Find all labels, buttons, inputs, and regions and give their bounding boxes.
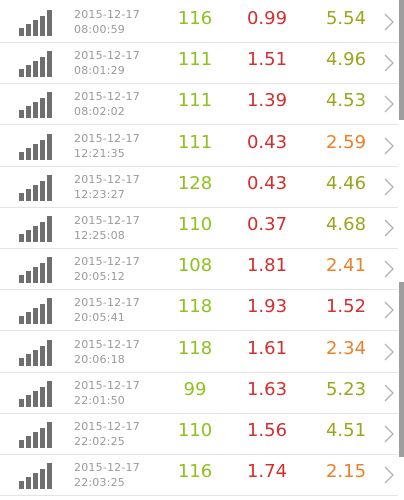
entry-date: 2015-12-17 bbox=[74, 173, 140, 186]
entry-date: 2015-12-17 bbox=[74, 296, 140, 309]
list-item[interactable]: 2015-12-17 20:06:18 118 1.61 2.34 bbox=[0, 332, 398, 373]
list-item[interactable]: 2015-12-17 12:21:35 111 0.43 2.59 bbox=[0, 126, 398, 167]
chevron-right-icon[interactable] bbox=[383, 95, 395, 113]
scrollbar-thumb[interactable] bbox=[399, 282, 404, 457]
entry-date: 2015-12-17 bbox=[74, 90, 140, 103]
value-secondary: 1.51 bbox=[246, 49, 288, 70]
value-secondary: 1.81 bbox=[246, 255, 288, 276]
entry-time: 12:21:35 bbox=[74, 147, 126, 160]
signal-strength-icon bbox=[19, 134, 53, 160]
value-tertiary: 4.46 bbox=[325, 173, 367, 194]
signal-strength-icon bbox=[19, 381, 53, 407]
value-tertiary: 2.59 bbox=[325, 132, 367, 153]
chevron-right-icon[interactable] bbox=[383, 301, 395, 319]
value-tertiary: 4.51 bbox=[325, 420, 367, 441]
chevron-right-icon[interactable] bbox=[383, 54, 395, 72]
signal-strength-icon bbox=[19, 422, 53, 448]
value-secondary: 1.61 bbox=[246, 338, 288, 359]
signal-strength-icon bbox=[19, 216, 53, 242]
value-tertiary: 5.54 bbox=[325, 8, 367, 29]
value-secondary: 1.56 bbox=[246, 420, 288, 441]
entry-date: 2015-12-17 bbox=[74, 420, 140, 433]
value-secondary: 1.63 bbox=[246, 379, 288, 400]
value-primary: 110 bbox=[177, 420, 213, 441]
value-tertiary: 1.52 bbox=[325, 296, 367, 317]
entry-time: 20:05:41 bbox=[74, 311, 126, 324]
list-item[interactable]: 2015-12-17 08:00:59 116 0.99 5.54 bbox=[0, 2, 398, 43]
entry-time: 20:06:18 bbox=[74, 353, 126, 366]
value-primary: 110 bbox=[177, 214, 213, 235]
entry-date: 2015-12-17 bbox=[74, 49, 140, 62]
signal-strength-icon bbox=[19, 175, 53, 201]
list-item[interactable]: 2015-12-17 22:01:50 99 1.63 5.23 bbox=[0, 373, 398, 414]
signal-strength-icon bbox=[19, 92, 53, 118]
list-item[interactable]: 2015-12-17 20:05:12 108 1.81 2.41 bbox=[0, 249, 398, 290]
value-secondary: 0.43 bbox=[246, 173, 288, 194]
value-tertiary: 2.34 bbox=[325, 338, 367, 359]
signal-strength-icon bbox=[19, 51, 53, 77]
list-item[interactable]: 2015-12-17 22:02:25 110 1.56 4.51 bbox=[0, 414, 398, 455]
entry-time: 08:02:02 bbox=[74, 105, 126, 118]
entry-date: 2015-12-17 bbox=[74, 8, 140, 21]
entry-time: 22:01:50 bbox=[74, 394, 126, 407]
signal-strength-icon bbox=[19, 257, 53, 283]
chevron-right-icon[interactable] bbox=[383, 425, 395, 443]
value-tertiary: 5.23 bbox=[325, 379, 367, 400]
value-primary: 128 bbox=[177, 173, 213, 194]
signal-strength-icon bbox=[19, 463, 53, 489]
entry-date: 2015-12-17 bbox=[74, 214, 140, 227]
entry-time: 20:05:12 bbox=[74, 270, 126, 283]
entry-time: 22:03:25 bbox=[74, 476, 126, 489]
signal-strength-icon bbox=[19, 340, 53, 366]
list-item[interactable]: 2015-12-17 20:05:41 118 1.93 1.52 bbox=[0, 290, 398, 331]
value-secondary: 0.99 bbox=[246, 8, 288, 29]
signal-strength-icon bbox=[19, 10, 53, 36]
list-item[interactable]: 2015-12-17 12:25:08 110 0.37 4.68 bbox=[0, 208, 398, 249]
chevron-right-icon[interactable] bbox=[383, 178, 395, 196]
value-secondary: 0.43 bbox=[246, 132, 288, 153]
chevron-right-icon[interactable] bbox=[383, 137, 395, 155]
value-primary: 118 bbox=[177, 296, 213, 317]
entry-date: 2015-12-17 bbox=[74, 338, 140, 351]
chevron-right-icon[interactable] bbox=[383, 219, 395, 237]
entry-date: 2015-12-17 bbox=[74, 461, 140, 474]
value-primary: 116 bbox=[177, 8, 213, 29]
scrollbar-thumb[interactable] bbox=[399, 0, 404, 120]
entry-time: 08:01:29 bbox=[74, 64, 126, 77]
chevron-right-icon[interactable] bbox=[383, 343, 395, 361]
value-secondary: 1.74 bbox=[246, 461, 288, 482]
signal-strength-icon bbox=[19, 298, 53, 324]
entry-date: 2015-12-17 bbox=[74, 379, 140, 392]
chevron-right-icon[interactable] bbox=[383, 260, 395, 278]
value-primary: 111 bbox=[177, 49, 213, 70]
value-primary: 99 bbox=[183, 379, 207, 400]
value-tertiary: 4.96 bbox=[325, 49, 367, 70]
value-secondary: 1.93 bbox=[246, 296, 288, 317]
entry-time: 22:02:25 bbox=[74, 435, 126, 448]
entry-date: 2015-12-17 bbox=[74, 255, 140, 268]
list-item[interactable]: 2015-12-17 08:01:29 111 1.51 4.96 bbox=[0, 43, 398, 84]
entry-time: 12:25:08 bbox=[74, 229, 126, 242]
chevron-right-icon[interactable] bbox=[383, 384, 395, 402]
value-tertiary: 2.41 bbox=[325, 255, 367, 276]
value-secondary: 0.37 bbox=[246, 214, 288, 235]
value-tertiary: 2.15 bbox=[325, 461, 367, 482]
value-primary: 116 bbox=[177, 461, 213, 482]
list-item[interactable]: 2015-12-17 22:03:25 116 1.74 2.15 bbox=[0, 455, 398, 496]
entry-time: 12:23:27 bbox=[74, 188, 126, 201]
list-item[interactable]: 2015-12-17 12:23:27 128 0.43 4.46 bbox=[0, 167, 398, 208]
list-item[interactable]: 2015-12-17 08:02:02 111 1.39 4.53 bbox=[0, 84, 398, 125]
value-secondary: 1.39 bbox=[246, 90, 288, 111]
value-tertiary: 4.53 bbox=[325, 90, 367, 111]
value-tertiary: 4.68 bbox=[325, 214, 367, 235]
value-primary: 111 bbox=[177, 90, 213, 111]
value-primary: 108 bbox=[177, 255, 213, 276]
chevron-right-icon[interactable] bbox=[383, 13, 395, 31]
value-primary: 111 bbox=[177, 132, 213, 153]
chevron-right-icon[interactable] bbox=[383, 466, 395, 484]
entry-date: 2015-12-17 bbox=[74, 132, 140, 145]
entry-time: 08:00:59 bbox=[74, 23, 126, 36]
value-primary: 118 bbox=[177, 338, 213, 359]
